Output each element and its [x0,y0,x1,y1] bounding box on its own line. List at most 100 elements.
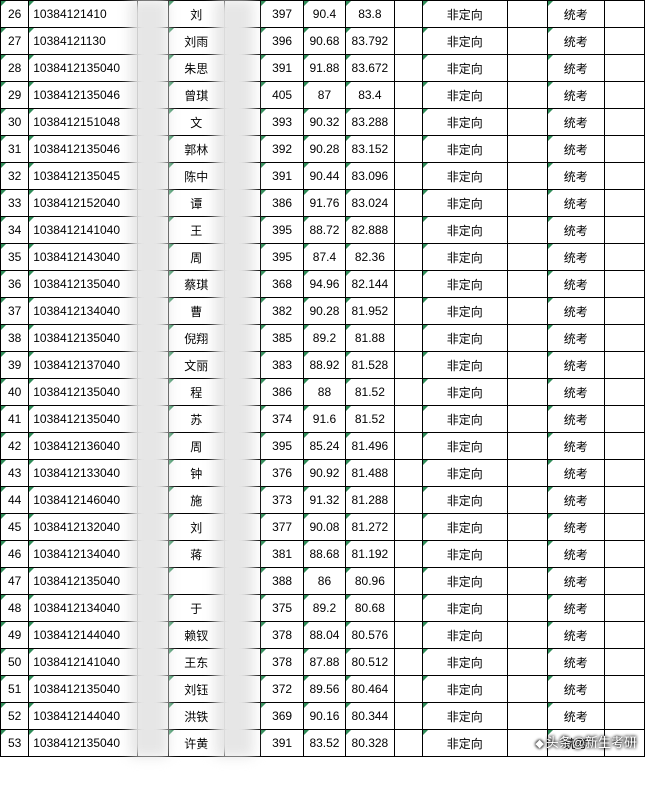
cell-idx: 26 [1,1,29,28]
cell-v2: 90.28 [303,136,345,163]
cell-pad1 [138,676,168,703]
cell-type: 统考 [548,433,605,460]
cell-type: 统考 [548,298,605,325]
cell-idx: 44 [1,487,29,514]
cell-v3: 81.496 [346,433,394,460]
cell-pad3 [394,514,422,541]
cell-type: 统考 [548,703,605,730]
cell-pad5 [604,622,644,649]
cell-id: 1038412146040 [29,487,138,514]
cell-pad5 [604,163,644,190]
cell-type: 统考 [548,514,605,541]
cell-v1: 383 [261,352,303,379]
cell-pad4 [507,433,547,460]
cell-pad3 [394,271,422,298]
cell-pad2 [225,325,261,352]
cell-name: 苏 [168,406,225,433]
cell-dir: 非定向 [422,271,507,298]
cell-pad5 [604,271,644,298]
cell-idx: 48 [1,595,29,622]
cell-pad1 [138,271,168,298]
cell-v2: 85.24 [303,433,345,460]
table-wrapper: 2610384121410刘39790.483.8非定向统考2710384121… [0,0,645,757]
cell-id: 10384121130 [29,28,138,55]
cell-v1: 374 [261,406,303,433]
cell-pad2 [225,622,261,649]
cell-v3: 80.576 [346,622,394,649]
cell-id: 1038412135040 [29,55,138,82]
cell-pad5 [604,433,644,460]
table-row: 401038412135040程3868881.52非定向统考 [1,379,645,406]
cell-v3: 81.528 [346,352,394,379]
cell-pad1 [138,217,168,244]
cell-pad1 [138,136,168,163]
cell-pad4 [507,730,547,757]
cell-pad2 [225,703,261,730]
table-row: 531038412135040许黄39183.5280.328非定向统考 [1,730,645,757]
cell-pad2 [225,595,261,622]
cell-pad2 [225,298,261,325]
cell-name: 周 [168,433,225,460]
cell-v2: 88 [303,379,345,406]
cell-pad2 [225,190,261,217]
cell-dir: 非定向 [422,325,507,352]
cell-dir: 非定向 [422,298,507,325]
cell-idx: 50 [1,649,29,676]
cell-pad5 [604,595,644,622]
cell-pad5 [604,730,644,757]
cell-v2: 86 [303,568,345,595]
table-row: 501038412141040王东37887.8880.512非定向统考 [1,649,645,676]
cell-pad4 [507,190,547,217]
cell-pad5 [604,298,644,325]
cell-type: 统考 [548,244,605,271]
cell-name [168,568,225,595]
cell-name: 钟 [168,460,225,487]
cell-pad4 [507,109,547,136]
cell-dir: 非定向 [422,676,507,703]
cell-v1: 395 [261,217,303,244]
cell-dir: 非定向 [422,487,507,514]
cell-v2: 88.72 [303,217,345,244]
cell-pad3 [394,1,422,28]
cell-v1: 376 [261,460,303,487]
cell-type: 统考 [548,352,605,379]
cell-type: 统考 [548,622,605,649]
cell-pad4 [507,487,547,514]
cell-v3: 80.68 [346,595,394,622]
cell-id: 1038412135046 [29,136,138,163]
cell-pad2 [225,82,261,109]
cell-type: 统考 [548,568,605,595]
cell-idx: 42 [1,433,29,460]
cell-type: 统考 [548,109,605,136]
cell-pad2 [225,136,261,163]
table-row: 491038412144040赖钗37888.0480.576非定向统考 [1,622,645,649]
cell-v3: 83.152 [346,136,394,163]
cell-v1: 375 [261,595,303,622]
cell-pad5 [604,649,644,676]
table-row: 311038412135046郭林39290.2883.152非定向统考 [1,136,645,163]
cell-dir: 非定向 [422,109,507,136]
cell-v2: 89.56 [303,676,345,703]
cell-idx: 47 [1,568,29,595]
cell-pad4 [507,55,547,82]
cell-idx: 52 [1,703,29,730]
table-row: 381038412135040倪翔38589.281.88非定向统考 [1,325,645,352]
cell-pad4 [507,568,547,595]
cell-id: 1038412151048 [29,109,138,136]
cell-pad3 [394,190,422,217]
cell-dir: 非定向 [422,649,507,676]
cell-pad4 [507,82,547,109]
cell-name: 王 [168,217,225,244]
cell-pad2 [225,433,261,460]
cell-pad2 [225,163,261,190]
cell-pad3 [394,649,422,676]
cell-pad4 [507,541,547,568]
cell-pad3 [394,622,422,649]
cell-pad3 [394,325,422,352]
cell-pad3 [394,676,422,703]
cell-pad2 [225,568,261,595]
cell-v2: 88.68 [303,541,345,568]
cell-id: 1038412143040 [29,244,138,271]
cell-name: 程 [168,379,225,406]
cell-pad5 [604,676,644,703]
